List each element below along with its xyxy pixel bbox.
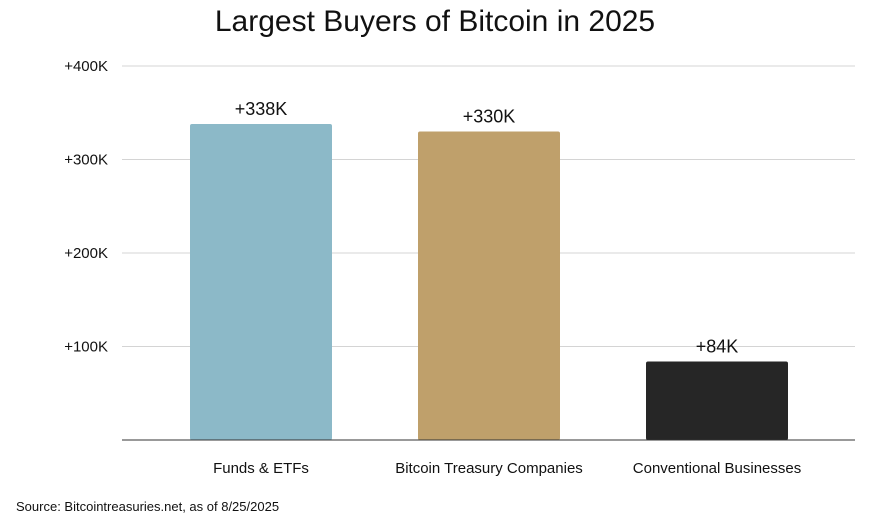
y-tick-label: +300K [64, 152, 108, 169]
data-label: +330K [463, 106, 516, 126]
bar [190, 123, 332, 440]
category-label: Funds & ETFs [213, 460, 309, 477]
bar [418, 131, 560, 440]
x-axis-categories: Funds & ETFs Bitcoin Treasury Companies Co… [213, 460, 801, 477]
y-tick-label: +400K [64, 58, 108, 75]
data-label: +338K [235, 99, 288, 119]
category-label: Conventional Businesses [633, 460, 801, 477]
data-label: +84K [696, 336, 739, 356]
bars [190, 123, 788, 440]
category-label: Bitcoin Treasury Companies [395, 460, 583, 477]
y-axis-ticks: +100K +200K +300K +400K [64, 58, 108, 356]
y-tick-label: +200K [64, 245, 108, 262]
y-tick-label: +100K [64, 339, 108, 356]
bar [646, 361, 788, 440]
chart-title: Largest Buyers of Bitcoin in 2025 [215, 5, 655, 38]
data-labels: +338K +330K +84K [235, 99, 739, 356]
source-note: Source: Bitcointreasuries.net, as of 8/2… [16, 499, 279, 514]
